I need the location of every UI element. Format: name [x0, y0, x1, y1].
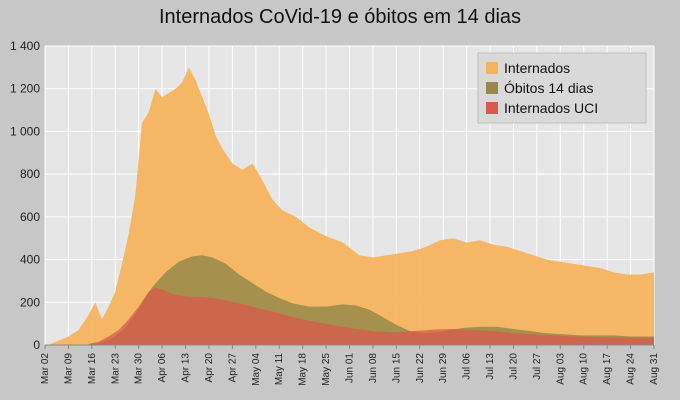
y-tick-label: 0 — [33, 338, 40, 352]
legend-label: Internados UCI — [504, 100, 598, 116]
x-tick-label: Apr 27 — [227, 353, 238, 383]
x-tick-label: Jun 29 — [438, 353, 449, 383]
x-tick-label: Jun 22 — [415, 353, 426, 383]
x-tick-label: Aug 17 — [602, 353, 613, 385]
x-tick-label: May 25 — [321, 353, 332, 386]
x-tick-label: Jun 15 — [391, 353, 402, 383]
x-tick-label: Jul 06 — [462, 353, 473, 380]
x-tick-label: Mar 16 — [87, 353, 98, 385]
x-tick-label: Mar 30 — [134, 353, 145, 385]
x-tick-label: Jun 01 — [345, 353, 356, 383]
x-tick-label: May 18 — [298, 353, 309, 386]
x-tick-label: Apr 06 — [157, 353, 168, 383]
x-tick-label: Aug 10 — [579, 353, 590, 385]
y-tick-label: 400 — [20, 253, 40, 267]
y-tick-label: 800 — [20, 167, 40, 181]
legend-box — [477, 52, 647, 124]
legend-label: Óbitos 14 dias — [504, 80, 594, 96]
legend-label: Internados — [504, 60, 570, 76]
x-tick-label: Jul 27 — [532, 353, 543, 380]
y-tick-label: 1 400 — [10, 39, 40, 53]
x-tick-label: Jun 08 — [368, 353, 379, 383]
x-tick-label: May 11 — [274, 353, 285, 385]
x-tick-label: Apr 13 — [181, 353, 192, 383]
x-tick-label: Jul 20 — [508, 353, 519, 380]
x-tick-label: May 04 — [251, 353, 262, 386]
x-tick-label: Jul 13 — [485, 353, 496, 380]
x-tick-label: Mar 09 — [63, 353, 74, 385]
x-tick-label: Aug 31 — [649, 353, 660, 385]
y-tick-label: 600 — [20, 210, 40, 224]
x-tick-label: Apr 20 — [204, 353, 215, 383]
legend-swatch — [486, 82, 498, 94]
x-tick-label: Aug 03 — [555, 353, 566, 385]
x-tick-label: Mar 23 — [110, 353, 121, 385]
y-tick-label: 200 — [20, 295, 40, 309]
y-tick-label: 1 200 — [10, 82, 40, 96]
x-tick-label: Aug 24 — [626, 353, 637, 385]
x-tick-label: Mar 02 — [40, 353, 51, 385]
legend-swatch — [486, 102, 498, 114]
series-area-internados-uci — [88, 287, 654, 345]
legend-swatch — [486, 62, 498, 74]
y-tick-label: 1 000 — [10, 124, 40, 138]
chart-title: Internados CoVid-19 e óbitos em 14 dias — [158, 6, 522, 28]
